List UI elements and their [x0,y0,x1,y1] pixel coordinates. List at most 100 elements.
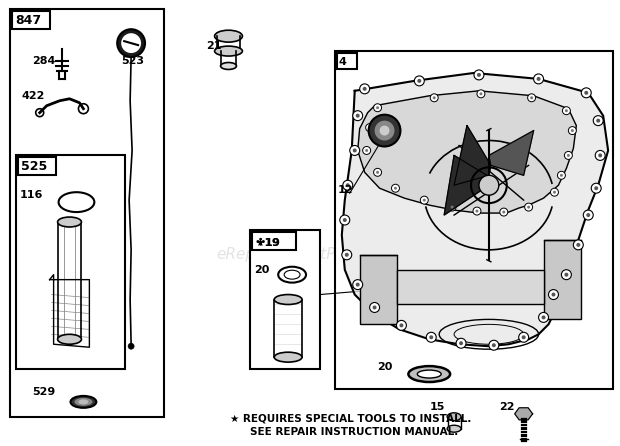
Circle shape [399,323,404,327]
Circle shape [549,289,559,300]
Circle shape [117,29,145,57]
Circle shape [502,211,505,214]
Circle shape [489,340,499,350]
Circle shape [370,302,379,313]
Circle shape [492,343,496,347]
Ellipse shape [221,62,236,70]
Circle shape [477,73,481,77]
Text: 422: 422 [22,91,45,101]
Circle shape [340,215,350,225]
Circle shape [451,206,454,209]
Circle shape [353,280,363,289]
Circle shape [376,106,379,109]
Circle shape [574,240,583,250]
Text: eReplacementParts.com: eReplacementParts.com [216,247,404,262]
Bar [16,155,125,369]
Ellipse shape [58,217,81,227]
Circle shape [391,184,399,192]
Circle shape [343,180,353,190]
Polygon shape [444,155,489,215]
Circle shape [433,96,436,99]
Circle shape [541,315,546,319]
Circle shape [557,171,565,179]
Ellipse shape [447,413,461,421]
Polygon shape [358,91,577,213]
Circle shape [536,77,541,81]
Bar [337,53,356,69]
Circle shape [363,87,366,91]
Circle shape [595,150,605,161]
Polygon shape [489,131,534,175]
Bar [252,232,296,250]
Bar [10,9,164,417]
Ellipse shape [274,294,302,305]
Text: 20: 20 [254,265,270,275]
Text: ✤19: ✤19 [255,238,280,248]
Text: 529: 529 [32,387,55,397]
Bar [18,157,56,175]
Circle shape [596,119,600,123]
Bar [250,230,320,369]
Circle shape [560,174,563,177]
Circle shape [365,149,368,152]
Circle shape [528,94,536,102]
Circle shape [500,208,508,216]
Circle shape [530,96,533,99]
Circle shape [594,186,598,190]
Text: 4: 4 [339,57,347,67]
Circle shape [379,126,389,136]
Circle shape [128,343,134,349]
Bar [544,240,582,319]
Ellipse shape [274,352,302,362]
Circle shape [479,92,482,95]
Text: 21: 21 [206,41,221,51]
Circle shape [356,283,360,287]
Circle shape [583,210,593,220]
Circle shape [414,76,424,86]
Circle shape [534,74,544,84]
Text: 22: 22 [499,402,515,412]
Circle shape [353,111,363,120]
Circle shape [479,175,499,195]
Ellipse shape [79,400,89,405]
Circle shape [374,120,394,140]
Circle shape [525,203,533,211]
Polygon shape [515,408,533,420]
Circle shape [121,33,141,53]
Circle shape [448,203,456,211]
Circle shape [345,253,349,257]
Text: 116: 116 [20,190,43,200]
Circle shape [584,91,588,95]
Text: 19: 19 [264,238,280,248]
Circle shape [353,149,356,153]
Circle shape [539,313,549,322]
Ellipse shape [58,334,81,344]
Circle shape [374,168,381,176]
Text: 284: 284 [32,56,55,66]
Ellipse shape [215,46,242,56]
Bar [397,270,544,305]
Bar [12,11,50,29]
Circle shape [562,270,572,280]
Circle shape [368,126,371,129]
Circle shape [567,154,570,157]
Circle shape [564,152,572,159]
Circle shape [427,332,436,342]
Circle shape [565,109,568,112]
Bar [335,51,613,389]
Circle shape [350,145,360,155]
Ellipse shape [409,366,450,382]
Ellipse shape [71,396,96,408]
Text: ★ REQUIRES SPECIAL TOOLS TO INSTALL.: ★ REQUIRES SPECIAL TOOLS TO INSTALL. [231,414,472,424]
Bar [360,255,397,324]
Text: 525: 525 [21,160,47,173]
Circle shape [569,127,577,135]
Circle shape [366,124,374,132]
Circle shape [477,90,485,98]
Circle shape [360,84,370,94]
Text: 15: 15 [429,402,445,412]
Ellipse shape [447,425,461,432]
Text: ★: ★ [255,238,264,248]
Circle shape [553,191,556,194]
Circle shape [527,206,530,209]
